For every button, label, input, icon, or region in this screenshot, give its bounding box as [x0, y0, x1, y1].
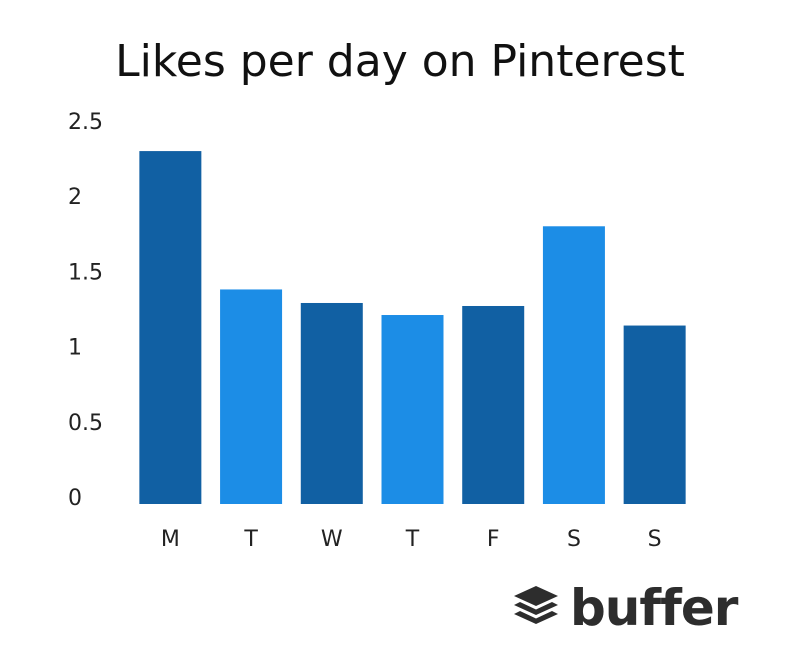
- bar-4: [381, 315, 444, 504]
- y-axis: 0 0.5 1 1.5 2 2.5: [68, 110, 103, 511]
- chart-title: Likes per day on Pinterest: [115, 36, 685, 87]
- stack-layers-icon: [514, 586, 558, 624]
- x-tick-label: M: [161, 527, 180, 552]
- bar-7: [623, 325, 686, 504]
- x-tick-label: W: [321, 527, 343, 552]
- y-tick-label: 1.5: [68, 260, 103, 285]
- bar-2: [220, 289, 283, 504]
- bar-3: [300, 302, 363, 504]
- y-tick-label: 0.5: [68, 411, 103, 436]
- x-tick-label: F: [487, 527, 500, 552]
- buffer-logo: buffer: [510, 578, 738, 638]
- bar-1: [139, 151, 202, 504]
- y-tick-label: 2: [68, 185, 82, 210]
- y-tick-label: 1: [68, 336, 82, 361]
- x-tick-label: S: [648, 527, 662, 552]
- x-tick-label: T: [243, 527, 258, 552]
- bars: [139, 151, 686, 504]
- y-tick-label: 0: [68, 486, 82, 511]
- logo-text: buffer: [570, 579, 738, 637]
- bar-5: [462, 305, 525, 504]
- bar-6: [542, 226, 605, 504]
- x-tick-label: S: [567, 527, 581, 552]
- x-tick-label: T: [405, 527, 420, 552]
- y-tick-label: 2.5: [68, 110, 103, 135]
